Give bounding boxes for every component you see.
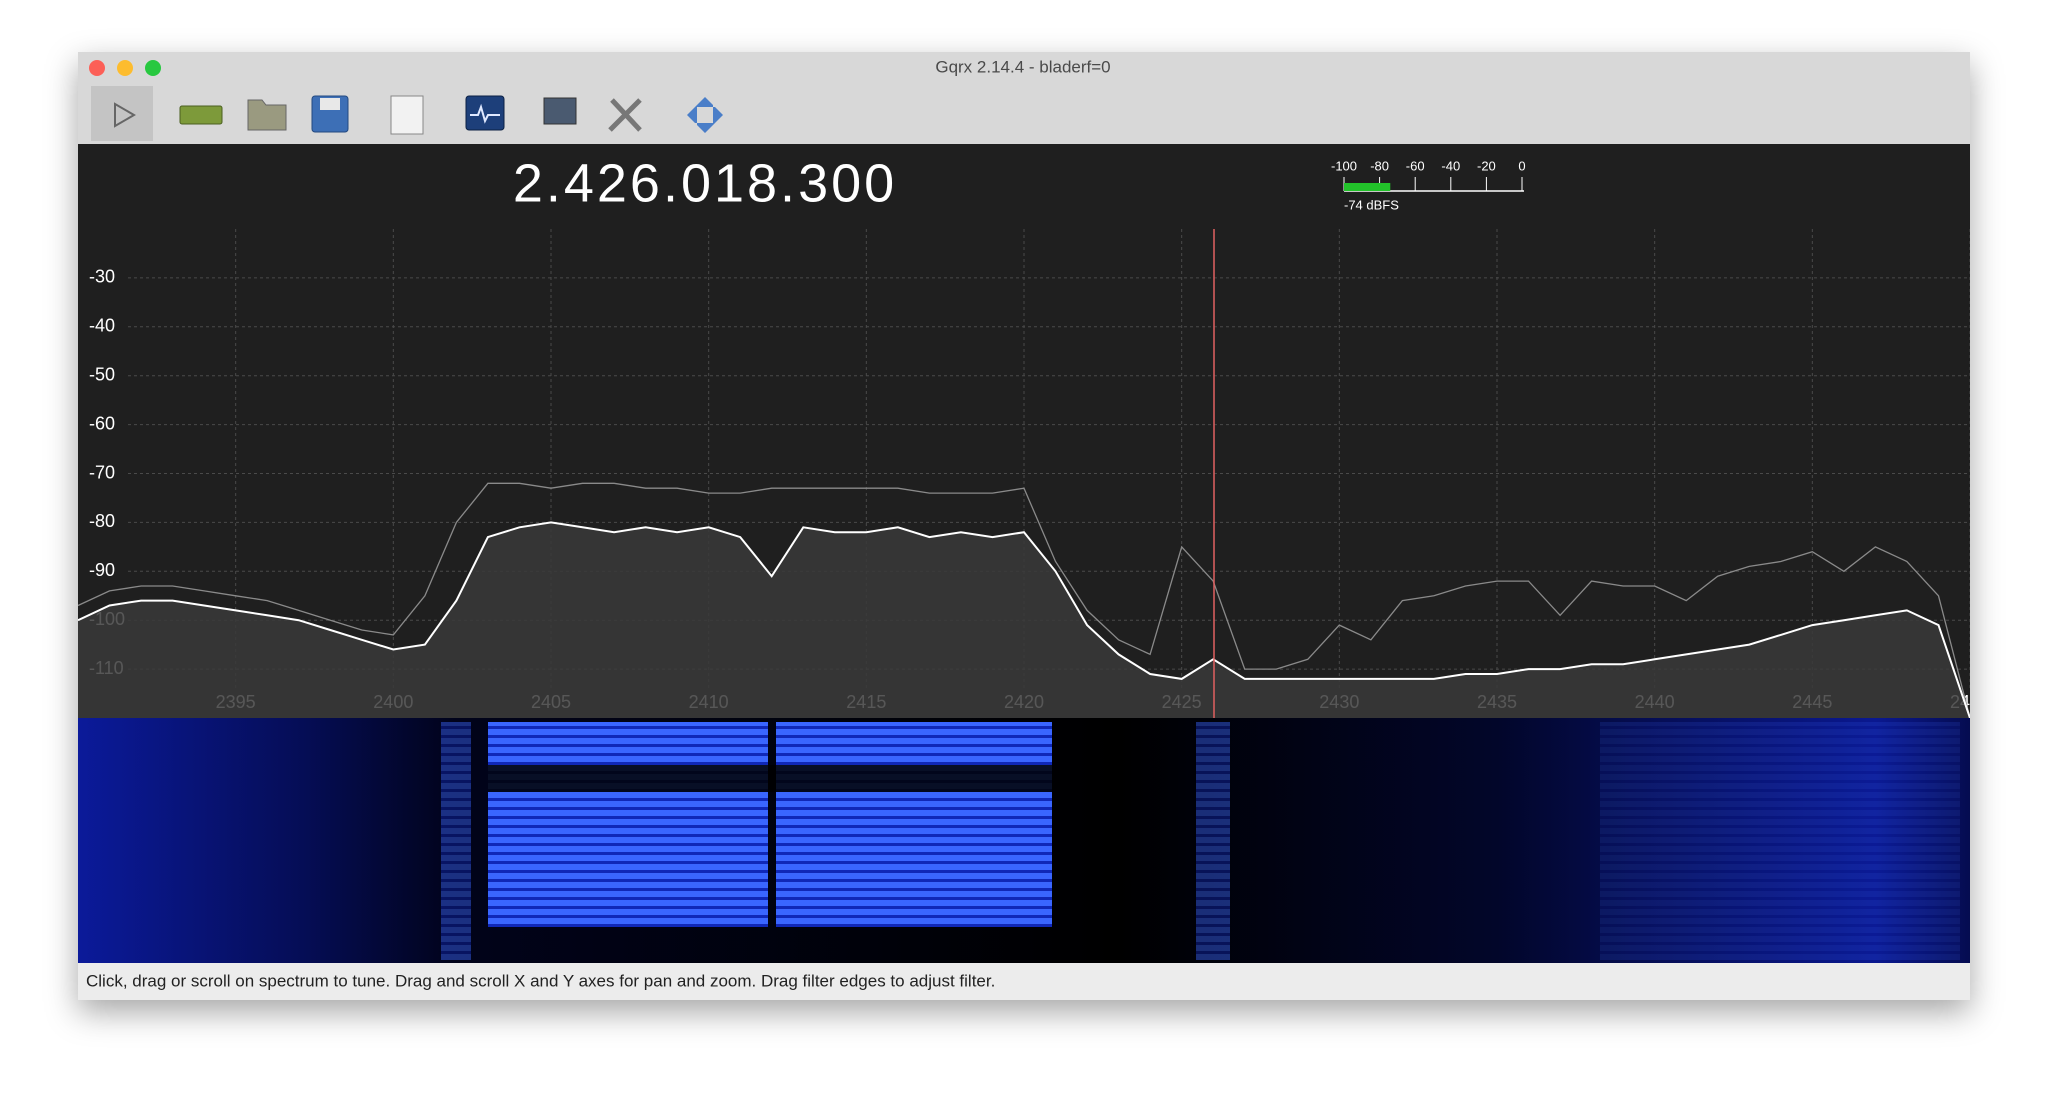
frequency-display[interactable]: 2.426.018.300 xyxy=(513,153,897,213)
spectrum-plot: -110-100-90-80-70-60-50-40-3023952400240… xyxy=(78,229,1970,718)
fft-icon xyxy=(470,103,500,124)
meter-tick-label: -60 xyxy=(1406,158,1425,173)
settings-button[interactable] xyxy=(608,98,642,132)
status-bar xyxy=(78,963,1970,1000)
fullscreen-button[interactable] xyxy=(687,97,723,133)
meter-level xyxy=(1344,183,1391,191)
device-button[interactable] xyxy=(179,105,223,125)
window-title: Gqrx 2.14.4 - bladerf=0 xyxy=(935,57,1110,76)
start-button[interactable] xyxy=(114,102,136,128)
meter-tick-label: -100 xyxy=(1331,158,1357,173)
open-button[interactable] xyxy=(247,99,287,131)
waterfall-band xyxy=(488,722,768,927)
waterfall-band xyxy=(441,722,471,960)
y-tick-label: -40 xyxy=(89,316,115,336)
waterfall xyxy=(78,718,1970,963)
save-label xyxy=(320,98,340,110)
spectrum-trace xyxy=(78,482,1970,718)
level-meter: -100 -80 -60 -40 -20 0 -74 dBFS xyxy=(1331,158,1526,212)
meter-tick-label: -80 xyxy=(1370,158,1389,173)
close-button[interactable] xyxy=(89,60,105,76)
toolbar xyxy=(91,86,723,141)
meter-level-label: -74 dBFS xyxy=(1344,197,1399,212)
meter-tick-label: 0 xyxy=(1518,158,1525,173)
meter-tick-label: -20 xyxy=(1477,158,1496,173)
waterfall-band xyxy=(776,722,1052,927)
waterfall-band xyxy=(1196,722,1230,960)
plot-area: -110-100-90-80-70-60-50-40-3023952400240… xyxy=(78,229,1970,718)
y-tick-label: -90 xyxy=(89,560,115,580)
y-tick-label: -80 xyxy=(89,511,115,531)
y-tick-label: -60 xyxy=(89,413,115,433)
spectrum-trace xyxy=(78,521,1970,718)
y-tick-label: -30 xyxy=(89,267,115,287)
bookmark-button[interactable] xyxy=(390,95,424,135)
remote-button[interactable] xyxy=(543,97,577,125)
meter-tick-label: -40 xyxy=(1441,158,1460,173)
status-text: Click, drag or scroll on spectrum to tun… xyxy=(86,971,995,990)
y-tick-label: -70 xyxy=(89,462,115,482)
waterfall-gap xyxy=(488,765,1052,792)
zoom-button[interactable] xyxy=(145,60,161,76)
y-tick-label: -50 xyxy=(89,364,115,384)
spectrum-fill xyxy=(78,522,1970,718)
play-button-bg xyxy=(91,86,153,141)
waterfall-band xyxy=(1600,722,1960,960)
fft-button[interactable] xyxy=(465,95,505,131)
minimize-button[interactable] xyxy=(117,60,133,76)
